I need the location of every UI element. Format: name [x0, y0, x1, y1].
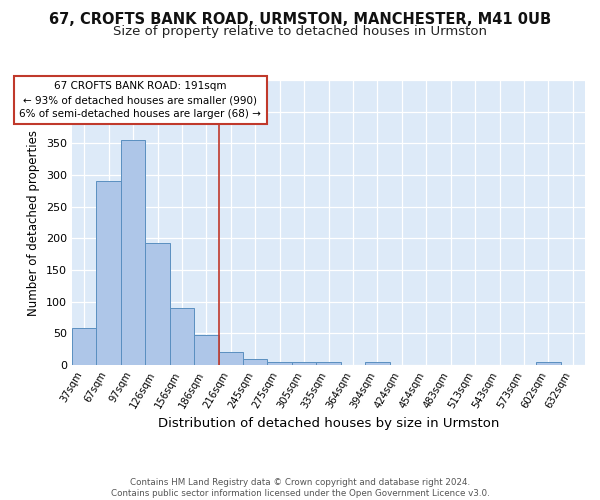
Bar [243, 360, 268, 365]
Y-axis label: Number of detached properties: Number of detached properties [28, 130, 40, 316]
X-axis label: Distribution of detached houses by size in Urmston: Distribution of detached houses by size … [158, 417, 499, 430]
Bar [97, 182, 121, 365]
Text: Contains HM Land Registry data © Crown copyright and database right 2024.
Contai: Contains HM Land Registry data © Crown c… [110, 478, 490, 498]
Bar [145, 244, 170, 365]
Bar [292, 362, 316, 365]
Bar [268, 362, 292, 365]
Text: Size of property relative to detached houses in Urmston: Size of property relative to detached ho… [113, 25, 487, 38]
Bar [121, 140, 145, 365]
Bar [72, 328, 97, 365]
Bar [316, 362, 341, 365]
Bar [170, 308, 194, 365]
Text: 67 CROFTS BANK ROAD: 191sqm
← 93% of detached houses are smaller (990)
6% of sem: 67 CROFTS BANK ROAD: 191sqm ← 93% of det… [19, 82, 262, 120]
Bar [365, 362, 389, 365]
Bar [536, 362, 560, 365]
Bar [218, 352, 243, 365]
Bar [194, 335, 218, 365]
Text: 67, CROFTS BANK ROAD, URMSTON, MANCHESTER, M41 0UB: 67, CROFTS BANK ROAD, URMSTON, MANCHESTE… [49, 12, 551, 28]
